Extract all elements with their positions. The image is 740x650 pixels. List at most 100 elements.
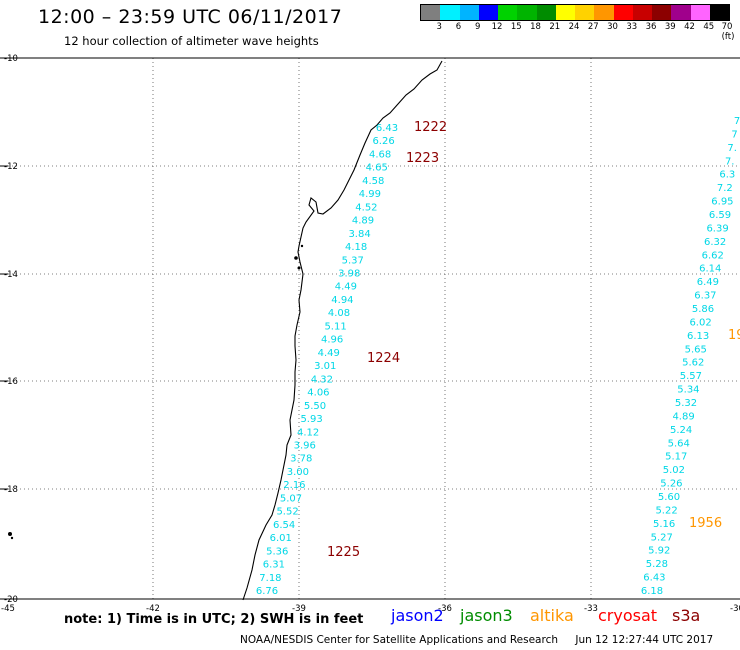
wave-height-label: 6.02 <box>689 317 711 328</box>
legend-label: 15 <box>510 22 522 32</box>
credit-timestamp: Jun 12 12:27:44 UTC 2017 <box>575 634 714 646</box>
wave-height-label: 6.43 <box>376 123 398 134</box>
wave-height-label: 6.43 <box>643 573 665 584</box>
pass-labels: 1222 1223 1224 1225 1956 19 <box>327 120 740 560</box>
satellite-legend-altika: altika <box>530 606 574 625</box>
wave-height-label: 5.93 <box>300 414 322 425</box>
page-title: 12:00 – 23:59 UTC 06/11/2017 <box>38 6 343 28</box>
wave-height-label: 5.64 <box>668 438 690 449</box>
wave-height-label: 6.31 <box>263 560 285 571</box>
wave-height-label: 4.06 <box>307 388 329 399</box>
legend-swatch <box>478 5 498 20</box>
legend-label: 36 <box>645 22 657 32</box>
lat-tick-label: -12 <box>4 162 18 172</box>
legend-label: 21 <box>549 22 561 32</box>
wave-height-label: 3.00 <box>287 467 309 478</box>
wave-height-label: 5.24 <box>670 425 692 436</box>
legend-swatch <box>517 5 537 20</box>
legend-swatch <box>555 5 575 20</box>
wave-height-label: 6.13 <box>687 331 709 342</box>
footer-note: note: 1) Time is in UTC; 2) SWH is in fe… <box>64 612 364 627</box>
wave-height-label: 3.01 <box>314 361 336 372</box>
legend-swatch <box>594 5 614 20</box>
lon-tick-label: -42 <box>146 604 160 614</box>
wave-height-label: 4.18 <box>345 242 367 253</box>
legend-label: 18 <box>530 22 541 32</box>
lon-tick-label: -45 <box>1 604 15 614</box>
legend-label: 9 <box>475 22 481 32</box>
legend-swatch <box>421 5 441 20</box>
legend-label: 24 <box>568 22 580 32</box>
wave-height-label: 5.57 <box>680 371 702 382</box>
wave-height-label: 5.16 <box>653 519 675 530</box>
wave-height-label: 4.94 <box>331 295 353 306</box>
wave-height-label: 5.22 <box>655 505 677 516</box>
legend-label: 39 <box>664 22 676 32</box>
legend-swatch <box>613 5 633 20</box>
wave-height-label: 5.62 <box>682 358 704 369</box>
wave-height-label: 6.18 <box>641 586 663 597</box>
wave-height-label: 3.84 <box>348 229 370 240</box>
wave-height-label: 5.36 <box>266 546 288 557</box>
wave-height-label: 4.99 <box>359 189 381 200</box>
satellite-legend-cryosat: cryosat <box>598 606 658 625</box>
satellite-legend-s3a: s3a <box>672 606 701 625</box>
pass-number-label: 1225 <box>327 545 360 560</box>
wave-height-label: 6.59 <box>709 210 731 221</box>
wave-height-label: 7. <box>727 143 737 154</box>
legend-swatch <box>690 5 710 20</box>
wave-height-label: 5.32 <box>675 398 697 409</box>
wave-height-label: 5.86 <box>692 304 714 315</box>
pass-number-label: 1224 <box>367 351 400 366</box>
wave-height-label: 3.96 <box>294 440 316 451</box>
wave-height-label: 7.18 <box>259 573 281 584</box>
wave-height-label: 6.76 <box>256 586 278 597</box>
legend-label: 12 <box>491 22 503 32</box>
wave-height-label: 6.39 <box>706 223 728 234</box>
lat-tick-label: -20 <box>4 595 18 605</box>
wave-height-label: 4.32 <box>311 374 333 385</box>
footer-credit: NOAA/NESDIS Center for Satellite Applica… <box>240 634 713 646</box>
legend-label: 33 <box>626 22 638 32</box>
pass-number-label: 1956 <box>689 516 722 531</box>
satellite-legend-jason3: jason3 <box>460 606 513 625</box>
wave-height-label: 4.89 <box>352 216 374 227</box>
coastline <box>242 60 443 601</box>
lat-tick-label: -10 <box>4 54 18 64</box>
legend-label: 45 <box>703 22 715 32</box>
wave-height-label: 5.60 <box>658 492 680 503</box>
wave-height-label: 5.17 <box>665 452 687 463</box>
wave-height-label: 5.50 <box>304 401 326 412</box>
legend-swatch <box>575 5 595 20</box>
wave-height-label: 5.28 <box>646 559 668 570</box>
color-legend <box>420 4 730 21</box>
wave-height-label: 5.07 <box>280 493 302 504</box>
wave-height-label: 4.52 <box>355 202 377 213</box>
wave-height-label: 4.58 <box>362 176 384 187</box>
pass-number-label: 1222 <box>414 120 447 135</box>
wave-height-label: 5.26 <box>660 479 682 490</box>
wave-height-label: 5.27 <box>651 532 673 543</box>
wave-height-label: 4.49 <box>318 348 340 359</box>
legend-swatch <box>498 5 518 20</box>
legend-swatch <box>671 5 691 20</box>
wave-height-label: 7. <box>725 156 735 167</box>
wave-height-label: 6.01 <box>270 533 292 544</box>
wave-height-label: 6.3 <box>719 170 735 181</box>
wave-height-label: 7.2 <box>717 183 733 194</box>
wave-height-label: 3.78 <box>290 454 312 465</box>
wave-height-label: 5.37 <box>342 255 364 266</box>
legend-swatch <box>459 5 479 20</box>
wave-height-label: 4.89 <box>672 411 694 422</box>
wave-height-label: 5.34 <box>677 385 699 396</box>
wave-height-label: 5.52 <box>276 507 298 518</box>
satellite-legend-jason2: jason2 <box>391 606 444 625</box>
wave-height-label: 6.26 <box>372 136 394 147</box>
wave-height-label: 4.68 <box>369 149 391 160</box>
legend-label: 27 <box>587 22 599 32</box>
lon-tick-label: -36 <box>438 604 452 614</box>
credit-org: NOAA/NESDIS Center for Satellite Applica… <box>240 634 558 646</box>
wave-height-label: 5.92 <box>648 546 670 557</box>
legend-swatch <box>440 5 460 20</box>
